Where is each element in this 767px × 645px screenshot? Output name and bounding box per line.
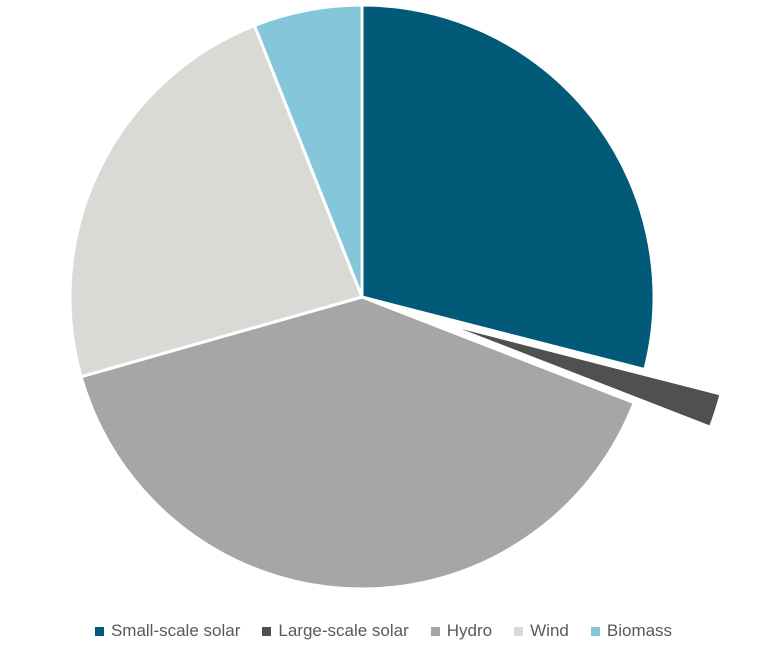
legend-swatch-hydro: [430, 626, 440, 636]
legend-label-hydro: Hydro: [446, 621, 493, 640]
legend-swatch-wind: [514, 626, 524, 636]
pie-slice-large-scale-solar: [436, 319, 723, 429]
legend-item-biomass: Biomass: [590, 621, 673, 641]
legend-label-wind: Wind: [530, 621, 569, 640]
legend-swatch-small-scale-solar: [94, 626, 104, 636]
pie-slice-hydro: [79, 295, 636, 591]
legend-item-small-scale-solar: Small-scale solar: [94, 621, 241, 641]
legend-label-large-scale-solar: Large-scale solar: [278, 621, 409, 640]
legend-item-large-scale-solar: Large-scale solar: [262, 621, 409, 641]
legend-label-small-scale-solar: Small-scale solar: [110, 621, 241, 640]
legend-swatch-large-scale-solar: [262, 626, 272, 636]
legend-item-hydro: Hydro: [430, 621, 493, 641]
legend-swatch-biomass: [590, 626, 600, 636]
legend-label-biomass: Biomass: [606, 621, 673, 640]
pie-slice-small-scale-solar: [360, 3, 656, 372]
pie-slice-biomass: [253, 3, 364, 299]
legend-item-wind: Wind: [514, 621, 569, 641]
legend: Small-scale solar Large-scale solar Hydro W…: [0, 618, 767, 644]
pie-slices: [68, 3, 723, 591]
pie-chart: [68, 3, 723, 591]
